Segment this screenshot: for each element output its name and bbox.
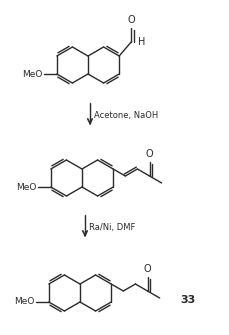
Text: Acetone, NaOH: Acetone, NaOH bbox=[94, 111, 158, 120]
Text: O: O bbox=[143, 264, 151, 274]
Text: O: O bbox=[127, 15, 134, 25]
Text: MeO: MeO bbox=[14, 297, 35, 307]
Text: H: H bbox=[138, 37, 145, 47]
Text: MeO: MeO bbox=[16, 183, 37, 192]
Text: 33: 33 bbox=[180, 295, 195, 305]
Text: O: O bbox=[145, 149, 153, 159]
Text: Ra/Ni, DMF: Ra/Ni, DMF bbox=[89, 223, 135, 232]
Text: MeO: MeO bbox=[22, 69, 43, 78]
